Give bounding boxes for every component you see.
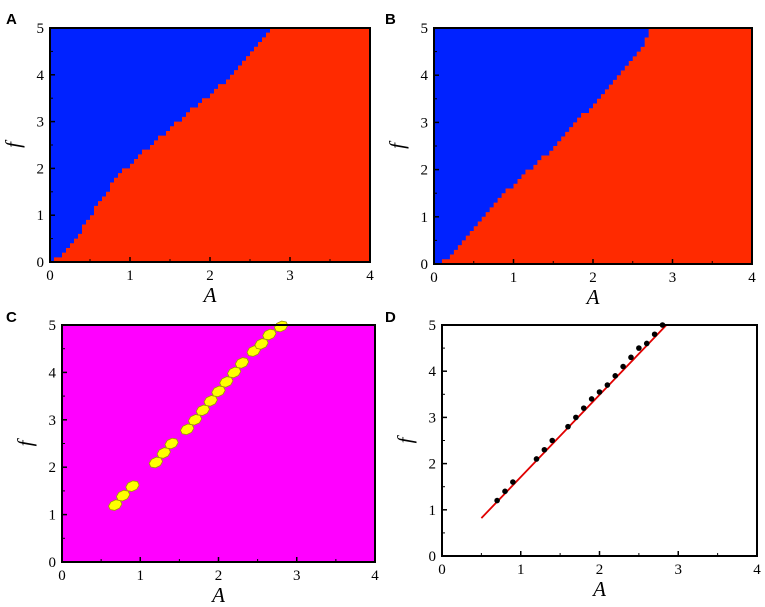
panel-c-y-tick-label: 2 xyxy=(49,460,57,476)
panel-b-y-tick-label: 1 xyxy=(421,210,429,226)
panel-c-x-tick-label: 3 xyxy=(293,568,301,584)
panel-a-blue-region xyxy=(50,28,270,262)
panel-d-data-point xyxy=(636,345,642,351)
panel-d-data-point xyxy=(643,340,650,347)
panel-c-magenta-background xyxy=(62,325,375,562)
panel-d-y-tick-label: 1 xyxy=(429,503,437,519)
panel-d-data-point xyxy=(580,405,587,411)
panel-d-data-point xyxy=(651,331,658,338)
panel-a-x-tick-label: 1 xyxy=(126,268,134,284)
panel-d-x-tick-label: 2 xyxy=(596,562,604,578)
panel-a-chart: 0 1 2 3 4 0 1 2 3 4 5 Af xyxy=(1,21,374,307)
panel-d-data-point xyxy=(502,488,508,495)
panel-d-data-point xyxy=(541,446,548,453)
panel-a-y-tick-label: 0 xyxy=(37,255,45,271)
panel-d-x-tick-label: 3 xyxy=(675,562,683,578)
panel-d-data-point xyxy=(494,497,500,504)
panel-c-spot xyxy=(273,320,289,333)
panel-a-x-tick-label: 0 xyxy=(46,268,54,284)
panel-a-x-axis-label: A xyxy=(202,283,217,307)
panel-d-y-axis-label: f xyxy=(393,434,417,443)
panel-b-chart: 0 1 2 3 4 0 1 2 3 4 5 Af xyxy=(385,21,756,309)
panel-b-x-tick-label: 3 xyxy=(669,270,677,286)
panel-d-fit-line xyxy=(480,324,668,519)
panel-d-data-point xyxy=(565,423,571,430)
panel-d-plot-background xyxy=(442,325,757,556)
panel-b-x-tick-label: 4 xyxy=(748,270,756,286)
panel-d-y-tick-label: 4 xyxy=(429,364,437,380)
panel-c-x-tick-label: 1 xyxy=(137,568,145,584)
panel-c-spot xyxy=(164,437,179,450)
panel-c-y-tick-label: 3 xyxy=(49,413,57,429)
panel-d-data-point xyxy=(604,382,611,388)
panel-c-y-tick-label: 5 xyxy=(49,318,57,334)
panel-d-data-point xyxy=(533,456,540,462)
panel-d-chart: 0 1 2 3 4 0 1 2 3 4 5 Af xyxy=(393,318,761,601)
panel-d-data-point xyxy=(628,354,634,361)
panel-b-y-tick-label: 2 xyxy=(421,163,429,179)
panel-d-y-tick-label: 3 xyxy=(429,410,437,426)
panel-b-x-tick-label: 2 xyxy=(589,270,597,286)
panel-c-y-tick-label: 4 xyxy=(49,365,57,381)
panel-a-y-tick-label: 5 xyxy=(37,21,45,37)
panel-b-y-tick-label: 0 xyxy=(421,257,429,273)
panel-d-x-tick-label: 1 xyxy=(517,562,525,578)
panel-b-blue-region xyxy=(434,28,649,264)
panel-b-y-tick-label: 4 xyxy=(421,68,429,84)
panel-b-x-tick-label: 1 xyxy=(510,270,518,286)
panel-d-data-point xyxy=(510,479,516,485)
panel-d-x-axis-label: A xyxy=(591,577,606,601)
panel-d-y-tick-label: 2 xyxy=(429,457,437,473)
panel-a-y-tick-label: 4 xyxy=(37,68,45,84)
panel-c-chart: 0 1 2 3 4 0 1 2 3 4 5 Af xyxy=(13,318,379,607)
panel-b-x-axis-label: A xyxy=(585,285,600,309)
panel-c-x-tick-label: 0 xyxy=(58,568,66,584)
panel-d-y-tick-label: 5 xyxy=(429,318,437,334)
panel-c-x-tick-label: 4 xyxy=(371,568,379,584)
panel-a-y-tick-label: 2 xyxy=(37,161,45,177)
panel-c-spot xyxy=(115,489,131,502)
panel-c-x-tick-label: 2 xyxy=(215,568,223,584)
panel-label-d: D xyxy=(385,309,396,326)
panel-c-spot xyxy=(234,357,250,369)
panel-d-data-point xyxy=(588,396,595,402)
panel-c-y-tick-label: 1 xyxy=(49,508,57,524)
panel-a-x-tick-label: 3 xyxy=(286,268,294,284)
panel-a-x-tick-label: 2 xyxy=(206,268,214,284)
panel-d-data-point xyxy=(549,437,556,444)
panel-c-x-axis-label: A xyxy=(210,583,225,607)
panel-a-y-axis-label: f xyxy=(1,139,25,148)
panel-b-y-axis-label: f xyxy=(385,140,409,149)
panel-label-a: A xyxy=(6,11,17,28)
panel-d-data-point xyxy=(573,414,579,421)
panel-d-data-point xyxy=(620,363,626,370)
panel-label-c: C xyxy=(6,309,17,326)
panel-a-y-tick-label: 1 xyxy=(37,208,45,224)
panel-d-x-tick-label: 4 xyxy=(753,562,761,578)
panel-a-y-tick-label: 3 xyxy=(37,115,45,131)
panel-b-y-tick-label: 3 xyxy=(421,115,429,131)
panel-c-y-axis-label: f xyxy=(13,437,37,446)
panel-b-x-tick-label: 0 xyxy=(430,270,438,286)
panel-b-y-tick-label: 5 xyxy=(421,21,429,37)
panel-c-spot xyxy=(262,328,277,341)
panel-a-x-tick-label: 4 xyxy=(366,268,374,284)
panel-d-y-tick-label: 0 xyxy=(429,549,437,565)
panel-d-data-point xyxy=(596,389,603,395)
panel-label-b: B xyxy=(385,11,396,28)
panel-d-data-point xyxy=(612,373,619,379)
panel-c-spot xyxy=(125,480,140,492)
panel-d-x-tick-label: 0 xyxy=(438,562,446,578)
panel-c-y-tick-label: 0 xyxy=(49,555,57,571)
